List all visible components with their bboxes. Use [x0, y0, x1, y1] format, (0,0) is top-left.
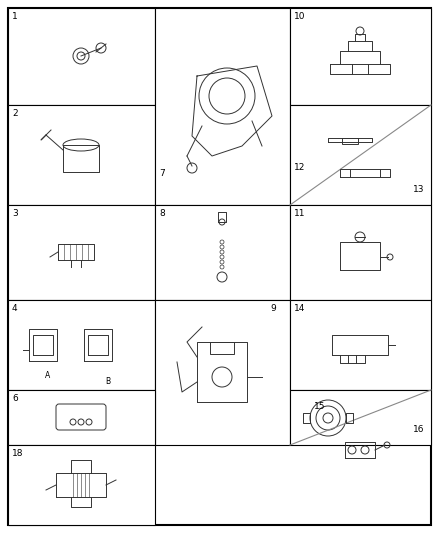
Bar	[155, 300, 290, 445]
Text: 11: 11	[293, 209, 305, 218]
Text: 13: 13	[412, 185, 424, 194]
Text: A: A	[45, 370, 50, 379]
Text: 8: 8	[159, 209, 164, 218]
Bar	[8, 105, 155, 205]
Bar	[290, 205, 430, 300]
FancyBboxPatch shape	[56, 404, 106, 430]
Bar	[8, 445, 155, 525]
Text: 16: 16	[412, 425, 424, 434]
Bar	[290, 105, 430, 205]
Text: 14: 14	[293, 304, 305, 313]
Text: 12: 12	[293, 163, 305, 172]
Bar	[155, 8, 290, 205]
Text: 7: 7	[159, 169, 164, 178]
Text: 3: 3	[12, 209, 18, 218]
Bar	[8, 205, 155, 300]
Bar	[155, 205, 290, 300]
Bar	[290, 390, 430, 445]
Text: 1: 1	[12, 12, 18, 21]
Bar	[8, 390, 155, 445]
Text: 15: 15	[313, 402, 325, 411]
Bar	[8, 8, 155, 105]
Text: B: B	[105, 377, 110, 386]
Text: 18: 18	[12, 449, 24, 458]
Bar	[8, 300, 155, 390]
Text: 2: 2	[12, 109, 18, 118]
Bar	[341, 138, 357, 144]
Text: 6: 6	[12, 394, 18, 403]
Ellipse shape	[63, 139, 99, 151]
Text: 9: 9	[269, 304, 275, 313]
Text: 10: 10	[293, 12, 305, 21]
Bar	[290, 8, 430, 105]
Bar	[209, 342, 233, 354]
Bar	[290, 300, 430, 390]
Text: 4: 4	[12, 304, 18, 313]
